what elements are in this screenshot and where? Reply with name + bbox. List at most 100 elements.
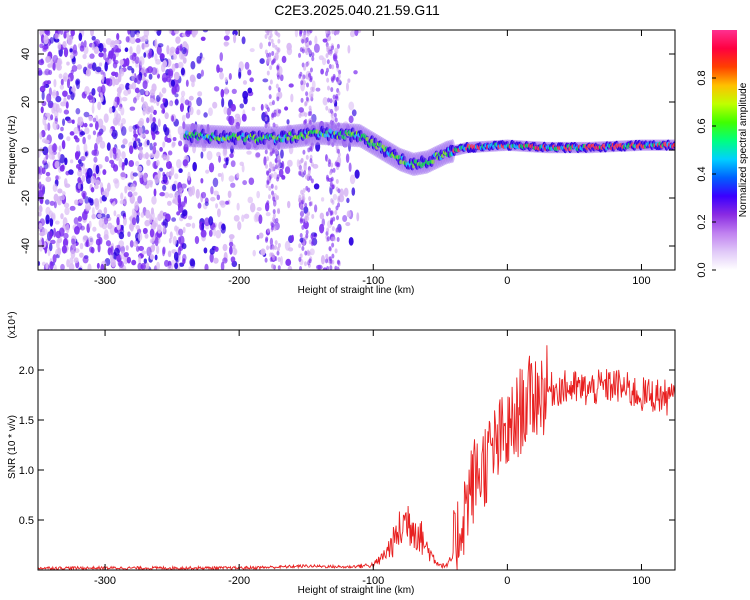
spectrogram-speckle [213, 86, 220, 92]
spectrogram-speckle [219, 71, 224, 80]
spectrogram-speckle [181, 46, 187, 55]
spectrogram-speckle [38, 204, 43, 212]
x-tick-label: -300 [94, 275, 116, 287]
spectrogram-speckle [73, 126, 80, 135]
spectrogram-speckle [136, 74, 142, 85]
spectrogram-speckle [249, 202, 256, 213]
spectrogram-speckle [90, 30, 94, 37]
spectrogram-speckle [55, 230, 62, 239]
spectrogram-speckle [168, 171, 173, 177]
spectrogram-speckle [271, 100, 275, 106]
x-tick-label: -100 [362, 575, 384, 587]
spectrogram-speckle [55, 95, 62, 103]
spectrogram-speckle [98, 218, 105, 228]
spectrogram-speckle [326, 266, 330, 270]
spectrogram-speckle [178, 168, 183, 174]
spectrogram-speckle [172, 235, 177, 246]
spectrogram-speckle [111, 71, 117, 77]
spectrogram-speckle [87, 95, 94, 101]
spectrogram-speckle [172, 142, 176, 147]
spectrogram-speckle [329, 258, 333, 264]
spectrogram-speckle [136, 214, 140, 224]
spectrogram-speckle [265, 163, 269, 169]
spectrogram-speckle [298, 113, 302, 119]
spectrogram-speckle [299, 210, 305, 218]
spectrogram-speckle [168, 70, 174, 79]
spectrogram-speckle [233, 33, 237, 44]
spectrogram-speckle [275, 149, 279, 155]
spectrogram-speckle [174, 191, 179, 198]
spectrogram-speckle [329, 211, 333, 217]
spectrogram-speckle [215, 229, 222, 239]
spectrogram-speckle [173, 30, 180, 35]
spectrogram-speckle [118, 83, 125, 91]
spectrogram-speckle [137, 120, 144, 127]
spectrogram-speckle [57, 197, 61, 205]
spectrogram-speckle [103, 206, 108, 215]
spectrogram-speckle [304, 48, 308, 54]
spectrogram-speckle [43, 34, 49, 45]
spectrogram-speckle [99, 140, 106, 149]
spectrogram-speckle [338, 226, 342, 232]
spectrogram-speckle [325, 105, 329, 111]
spectrogram-speckle [336, 236, 340, 242]
spectrogram-speckle [44, 123, 48, 131]
spectrogram-speckle [139, 133, 146, 138]
spectrogram-speckle [307, 166, 311, 172]
spectrogram-speckle [141, 35, 145, 43]
spectrogram-speckle [273, 112, 277, 118]
spectrogram-speckle [39, 131, 43, 140]
spectrogram-speckle [236, 202, 240, 211]
spectrogram-speckle [121, 151, 126, 160]
spectrogram-speckle [273, 201, 277, 207]
spectrogram-speckle [78, 197, 84, 204]
spectrogram-speckle [119, 59, 124, 66]
spectrogram-speckle [90, 187, 95, 193]
spectrogram-speckle [92, 130, 97, 136]
snr-frame [37, 329, 676, 571]
spectrogram-speckle [154, 30, 158, 33]
spectrogram-speckle [180, 67, 185, 76]
spectrogram-speckle [201, 222, 205, 232]
spectrogram-speckle [325, 30, 329, 35]
spectrogram-speckle [276, 246, 280, 252]
spectrogram-speckle [337, 195, 341, 201]
spectrogram-speckle [124, 157, 128, 166]
spectrogram-speckle [203, 112, 208, 118]
spectrogram-speckle [222, 257, 228, 264]
spectrogram-speckle [220, 172, 224, 182]
spectrogram-speckle [53, 193, 59, 202]
spectrogram-speckle [92, 117, 97, 123]
colorbar: 0.0 0.2 0.4 0.6 0.8 Normalized spectral ampl… [696, 30, 749, 278]
spectrogram-speckle [241, 113, 247, 122]
spectrogram-speckle [133, 240, 139, 248]
spectrogram-speckle [331, 253, 335, 259]
spectrogram-speckle [329, 50, 333, 56]
spectrogram-speckle [322, 38, 328, 43]
spectrogram-speckle [315, 87, 321, 92]
spectrogram-speckle [54, 264, 57, 270]
spectrogram-speckle [113, 247, 120, 256]
spectrogram-speckle [213, 226, 216, 237]
spectrogram-speckle [57, 42, 62, 51]
spectrogram-speckle [270, 183, 274, 189]
spectrogram-speckle [125, 245, 129, 251]
spectrogram-speckle [309, 30, 313, 34]
spectrogram-speckle [256, 190, 261, 199]
spectrogram-speckle [81, 174, 86, 183]
spectrogram-speckle [84, 127, 90, 135]
spectrogram-speckle [335, 205, 339, 211]
spectrogram-speckle [138, 245, 145, 252]
spectrogram-speckle [247, 87, 253, 94]
spectrogram-speckle [181, 242, 187, 250]
spectrogram-speckle [168, 193, 174, 199]
spectrogram-speckle [332, 73, 336, 79]
spectrogram-speckle [326, 77, 330, 83]
spectrogram-speckle [38, 240, 43, 247]
spectrogram-speckle [329, 181, 333, 187]
spectrogram-speckle [182, 159, 189, 167]
spectrogram-speckle [269, 257, 273, 263]
spectrogram-speckle [122, 216, 127, 226]
spectrogram-speckle [74, 151, 80, 161]
